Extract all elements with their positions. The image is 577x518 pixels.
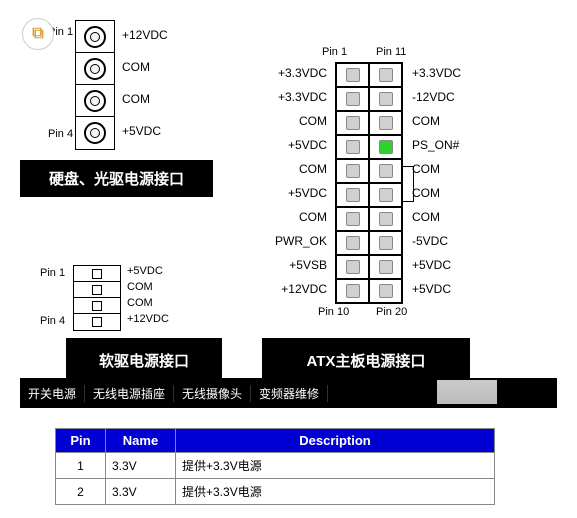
- td-pin: 1: [56, 453, 106, 479]
- fdc-r-2: COM: [127, 297, 153, 309]
- atx-l-0: +3.3VDC: [278, 66, 327, 80]
- atx-pin10-label: Pin 10: [318, 306, 349, 318]
- atx-l-3: +5VDC: [288, 138, 327, 152]
- atx-connector: [335, 62, 403, 304]
- td-pin: 2: [56, 479, 106, 505]
- atx-r-3: PS_ON#: [412, 138, 459, 152]
- fdc-connector: [73, 265, 121, 331]
- atx-l-9: +12VDC: [281, 282, 327, 296]
- atx-l-8: +5VSB: [289, 258, 327, 272]
- fdc-caption: 软驱电源接口: [66, 338, 222, 383]
- molex-connector: [75, 20, 115, 150]
- link-1[interactable]: 无线电源插座: [85, 385, 174, 402]
- fdc-pin1-label: Pin 1: [40, 267, 65, 279]
- atx-r-1: -12VDC: [412, 90, 455, 104]
- atx-r-8: +5VDC: [412, 258, 451, 272]
- atx-r-2: COM: [412, 114, 440, 128]
- td-name: 3.3V: [106, 453, 176, 479]
- pin-table: Pin Name Description 1 3.3V 提供+3.3V电源 2 …: [55, 428, 495, 505]
- atx-r-5: COM: [412, 186, 440, 200]
- atx-r-9: +5VDC: [412, 282, 451, 296]
- fdc-pin4-label: Pin 4: [40, 315, 65, 327]
- atx-pin20-label: Pin 20: [376, 306, 407, 318]
- link-2[interactable]: 无线摄像头: [174, 385, 251, 402]
- atx-l-2: COM: [299, 114, 327, 128]
- td-name: 3.3V: [106, 479, 176, 505]
- atx-l-7: PWR_OK: [275, 234, 327, 248]
- fdc-r-1: COM: [127, 281, 153, 293]
- expand-icon[interactable]: ⧉: [22, 18, 54, 50]
- molex-label-3: +5VDC: [122, 124, 161, 138]
- atx-caption: ATX主板电源接口: [262, 338, 470, 383]
- watermark-strip: [437, 380, 497, 404]
- atx-l-1: +3.3VDC: [278, 90, 327, 104]
- link-3[interactable]: 变频器维修: [251, 385, 328, 402]
- table-row: 2 3.3V 提供+3.3V电源: [56, 479, 495, 505]
- atx-r-7: -5VDC: [412, 234, 448, 248]
- atx-pin11-label: Pin 11: [376, 46, 406, 58]
- table-row: 1 3.3V 提供+3.3V电源: [56, 453, 495, 479]
- link-0[interactable]: 开关电源: [20, 385, 85, 402]
- atx-l-5: +5VDC: [288, 186, 327, 200]
- td-desc: 提供+3.3V电源: [176, 479, 495, 505]
- fdc-r-0: +5VDC: [127, 265, 163, 277]
- molex-label-0: +12VDC: [122, 28, 168, 42]
- molex-label-2: COM: [122, 92, 150, 106]
- th-desc: Description: [176, 429, 495, 453]
- th-pin: Pin: [56, 429, 106, 453]
- th-name: Name: [106, 429, 176, 453]
- atx-l-6: COM: [299, 210, 327, 224]
- molex-label-1: COM: [122, 60, 150, 74]
- atx-r-0: +3.3VDC: [412, 66, 461, 80]
- fdc-r-3: +12VDC: [127, 313, 169, 325]
- atx-pin1-label: Pin 1: [322, 46, 347, 58]
- atx-l-4: COM: [299, 162, 327, 176]
- expand-icon-glyph: ⧉: [32, 25, 43, 43]
- atx-r-6: COM: [412, 210, 440, 224]
- atx-r-4: COM: [412, 162, 440, 176]
- molex-caption: 硬盘、光驱电源接口: [20, 160, 213, 197]
- td-desc: 提供+3.3V电源: [176, 453, 495, 479]
- molex-pin4-label: Pin 4: [48, 128, 73, 140]
